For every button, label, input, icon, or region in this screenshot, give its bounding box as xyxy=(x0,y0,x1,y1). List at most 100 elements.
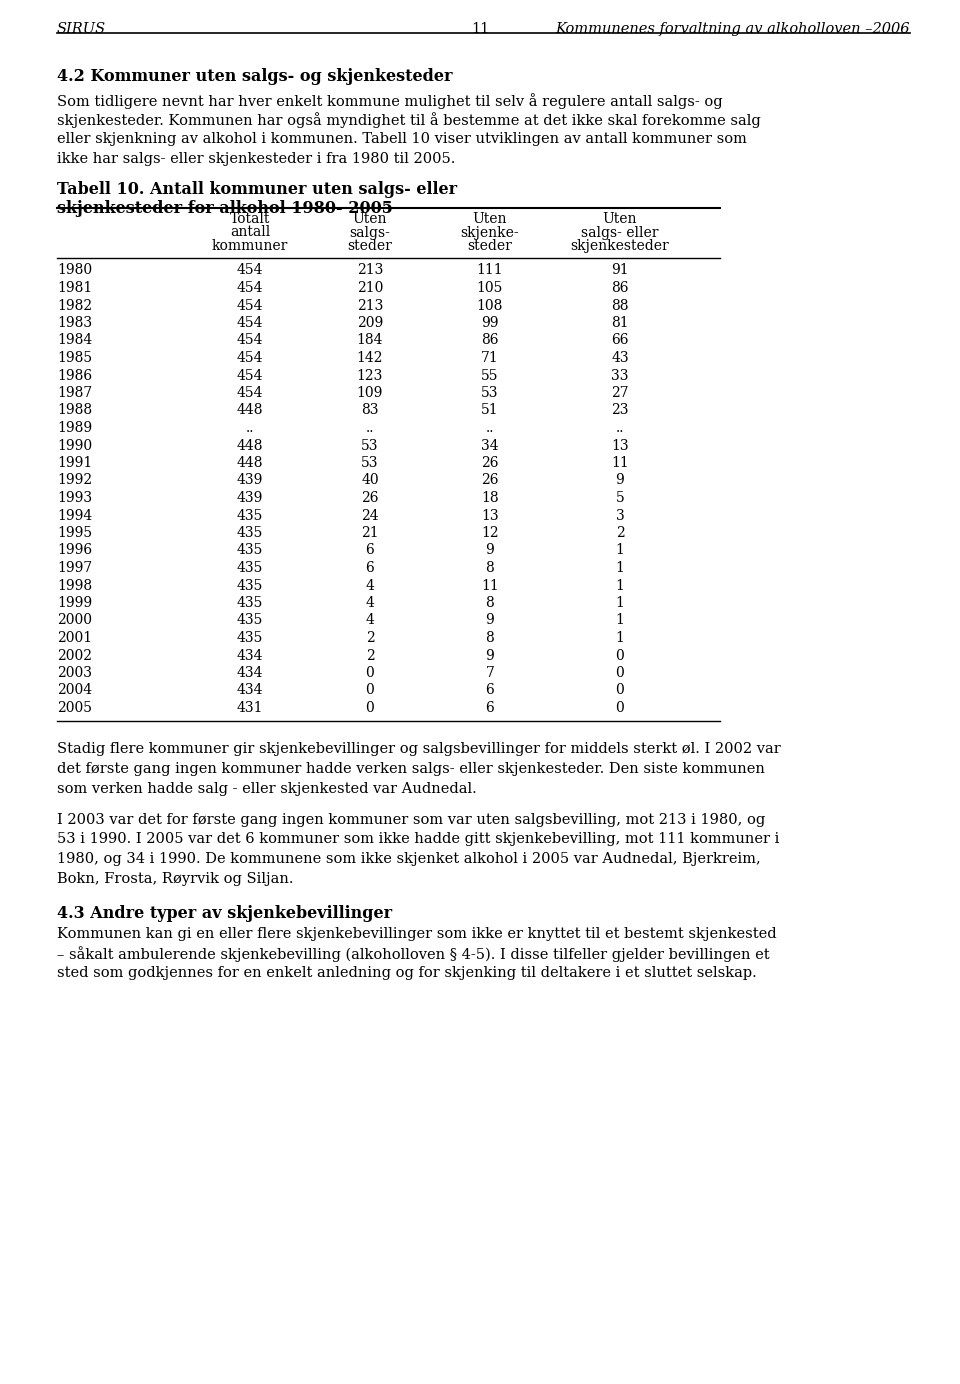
Text: ikke har salgs- eller skjenkesteder i fra 1980 til 2005.: ikke har salgs- eller skjenkesteder i fr… xyxy=(57,151,455,166)
Text: 2: 2 xyxy=(615,526,624,540)
Text: ..: .. xyxy=(486,421,494,435)
Text: 5: 5 xyxy=(615,491,624,505)
Text: 9: 9 xyxy=(486,544,494,558)
Text: 86: 86 xyxy=(612,281,629,295)
Text: 1988: 1988 xyxy=(57,404,92,418)
Text: 2004: 2004 xyxy=(57,684,92,698)
Text: 7: 7 xyxy=(486,666,494,680)
Text: 435: 435 xyxy=(237,597,263,610)
Text: Uten: Uten xyxy=(352,212,387,226)
Text: 4: 4 xyxy=(366,597,374,610)
Text: ..: .. xyxy=(246,421,254,435)
Text: 53: 53 xyxy=(361,439,379,453)
Text: Kommunenes forvaltning av alkoholloven –2006: Kommunenes forvaltning av alkoholloven –… xyxy=(556,22,910,36)
Text: 71: 71 xyxy=(481,352,499,365)
Text: eller skjenkning av alkohol i kommunen. Tabell 10 viser utviklingen av antall ko: eller skjenkning av alkohol i kommunen. … xyxy=(57,131,747,145)
Text: 9: 9 xyxy=(486,613,494,627)
Text: 2002: 2002 xyxy=(57,649,92,663)
Text: Stadig flere kommuner gir skjenkebevillinger og salgsbevillinger for middels ste: Stadig flere kommuner gir skjenkebevilli… xyxy=(57,742,780,757)
Text: 454: 454 xyxy=(237,316,263,329)
Text: 1982: 1982 xyxy=(57,299,92,313)
Text: 99: 99 xyxy=(481,316,499,329)
Text: skjenkesteder: skjenkesteder xyxy=(570,239,669,253)
Text: salgs-: salgs- xyxy=(349,226,391,239)
Text: 142: 142 xyxy=(357,352,383,365)
Text: 448: 448 xyxy=(237,439,263,453)
Text: steder: steder xyxy=(468,239,513,253)
Text: 1994: 1994 xyxy=(57,508,92,523)
Text: Som tidligere nevnt har hver enkelt kommune mulighet til selv å regulere antall : Som tidligere nevnt har hver enkelt komm… xyxy=(57,93,723,109)
Text: 55: 55 xyxy=(481,368,499,382)
Text: 1989: 1989 xyxy=(57,421,92,435)
Text: 1996: 1996 xyxy=(57,544,92,558)
Text: 454: 454 xyxy=(237,263,263,278)
Text: Bokn, Frosta, Røyrvik og Siljan.: Bokn, Frosta, Røyrvik og Siljan. xyxy=(57,872,294,886)
Text: 26: 26 xyxy=(361,491,379,505)
Text: skjenke-: skjenke- xyxy=(461,226,519,239)
Text: 24: 24 xyxy=(361,508,379,523)
Text: 454: 454 xyxy=(237,352,263,365)
Text: ..: .. xyxy=(615,421,624,435)
Text: 13: 13 xyxy=(481,508,499,523)
Text: 23: 23 xyxy=(612,404,629,418)
Text: 435: 435 xyxy=(237,526,263,540)
Text: 66: 66 xyxy=(612,334,629,347)
Text: 1: 1 xyxy=(615,631,624,645)
Text: 51: 51 xyxy=(481,404,499,418)
Text: 0: 0 xyxy=(615,649,624,663)
Text: 8: 8 xyxy=(486,597,494,610)
Text: ..: .. xyxy=(366,421,374,435)
Text: 2003: 2003 xyxy=(57,666,92,680)
Text: 4.3 Andre typer av skjenkebevillinger: 4.3 Andre typer av skjenkebevillinger xyxy=(57,905,392,922)
Text: 13: 13 xyxy=(612,439,629,453)
Text: 2: 2 xyxy=(366,649,374,663)
Text: 53: 53 xyxy=(481,386,499,400)
Text: 83: 83 xyxy=(361,404,379,418)
Text: 434: 434 xyxy=(237,666,263,680)
Text: 6: 6 xyxy=(486,702,494,716)
Text: 434: 434 xyxy=(237,684,263,698)
Text: 8: 8 xyxy=(486,631,494,645)
Text: det første gang ingen kommuner hadde verken salgs- eller skjenkesteder. Den sist: det første gang ingen kommuner hadde ver… xyxy=(57,763,765,776)
Text: 3: 3 xyxy=(615,508,624,523)
Text: 448: 448 xyxy=(237,404,263,418)
Text: 184: 184 xyxy=(357,334,383,347)
Text: 454: 454 xyxy=(237,281,263,295)
Text: 1995: 1995 xyxy=(57,526,92,540)
Text: 43: 43 xyxy=(612,352,629,365)
Text: 4: 4 xyxy=(366,613,374,627)
Text: 1985: 1985 xyxy=(57,352,92,365)
Text: 435: 435 xyxy=(237,579,263,592)
Text: Totalt: Totalt xyxy=(229,212,270,226)
Text: 435: 435 xyxy=(237,613,263,627)
Text: 0: 0 xyxy=(615,702,624,716)
Text: 1: 1 xyxy=(615,561,624,574)
Text: 209: 209 xyxy=(357,316,383,329)
Text: 6: 6 xyxy=(366,544,374,558)
Text: 1997: 1997 xyxy=(57,561,92,574)
Text: 435: 435 xyxy=(237,508,263,523)
Text: 435: 435 xyxy=(237,544,263,558)
Text: 213: 213 xyxy=(357,299,383,313)
Text: 0: 0 xyxy=(615,666,624,680)
Text: 4.2 Kommuner uten salgs- og skjenkesteder: 4.2 Kommuner uten salgs- og skjenkestede… xyxy=(57,68,452,84)
Text: 8: 8 xyxy=(486,561,494,574)
Text: 33: 33 xyxy=(612,368,629,382)
Text: 53: 53 xyxy=(361,455,379,471)
Text: 454: 454 xyxy=(237,334,263,347)
Text: 0: 0 xyxy=(366,684,374,698)
Text: 2005: 2005 xyxy=(57,702,92,716)
Text: 1999: 1999 xyxy=(57,597,92,610)
Text: 1: 1 xyxy=(615,613,624,627)
Text: 109: 109 xyxy=(357,386,383,400)
Text: kommuner: kommuner xyxy=(212,239,288,253)
Text: 12: 12 xyxy=(481,526,499,540)
Text: 26: 26 xyxy=(481,455,499,471)
Text: som verken hadde salg - eller skjenkested var Audnedal.: som verken hadde salg - eller skjenkeste… xyxy=(57,782,477,796)
Text: 434: 434 xyxy=(237,649,263,663)
Text: Uten: Uten xyxy=(603,212,637,226)
Text: 213: 213 xyxy=(357,263,383,278)
Text: 1990: 1990 xyxy=(57,439,92,453)
Text: – såkalt ambulerende skjenkebevilling (alkoholloven § 4-5). I disse tilfeller gj: – såkalt ambulerende skjenkebevilling (a… xyxy=(57,947,770,962)
Text: 1981: 1981 xyxy=(57,281,92,295)
